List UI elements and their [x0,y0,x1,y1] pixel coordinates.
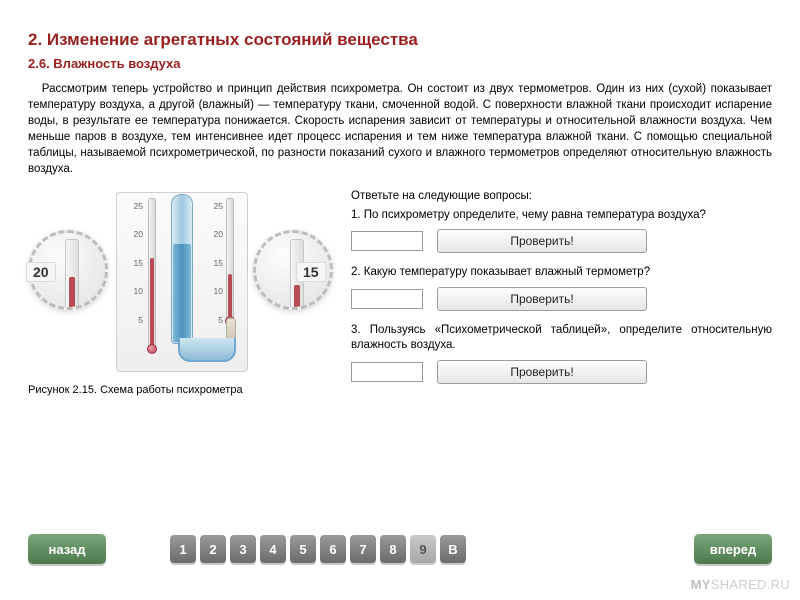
answer-input-2[interactable] [351,289,423,309]
thermometer-dry-fill [150,258,154,348]
page-button-4[interactable]: 4 [260,535,286,563]
question-1-text: 1. По психрометру определите, чему равна… [351,208,772,224]
base-tube [178,338,236,362]
figure-caption: Рисунок 2.15. Схема работы психрометра [28,384,333,396]
water-liquid [173,244,191,342]
section-title: 2.6. Влажность воздуха [28,56,772,71]
question-3-text: 3. Пользуясь «Психометрической таблицей»… [351,323,772,354]
page-button-6[interactable]: 6 [320,535,346,563]
scale-wet: 25 20 15 10 5 [209,202,223,345]
page-button-В[interactable]: В [440,535,466,563]
nav-forward-button[interactable]: вперед [694,534,772,564]
page-button-8[interactable]: 8 [380,535,406,563]
page-strip: 123456789В [170,535,466,563]
page-button-2[interactable]: 2 [200,535,226,563]
watermark-suffix: .RU [767,577,790,592]
answer-input-3[interactable] [351,362,423,382]
page-button-5[interactable]: 5 [290,535,316,563]
page-button-7[interactable]: 7 [350,535,376,563]
page-button-9[interactable]: 9 [410,535,436,563]
nav-back-button[interactable]: назад [28,534,106,564]
question-2-text: 2. Какую температуру показывает влажный … [351,265,772,281]
scale-dry: 25 20 15 10 5 [129,202,143,345]
body-paragraph: Рассмотрим теперь устройство и принцип д… [28,81,772,178]
check-button-3[interactable]: Проверить! [437,360,647,384]
watermark: MYSHARED.RU [691,577,790,592]
check-button-2[interactable]: Проверить! [437,287,647,311]
bottom-nav: назад 123456789В вперед [0,534,800,564]
watermark-right: SHARED [711,577,767,592]
thermometer-dry-bulb [147,344,157,354]
answer-input-1[interactable] [351,231,423,251]
page-button-3[interactable]: 3 [230,535,256,563]
page-button-1[interactable]: 1 [170,535,196,563]
psychrometer-figure: 25 20 15 10 5 25 20 15 10 5 [28,188,333,378]
chapter-title: 2. Изменение агрегатных состояний вещест… [28,30,772,50]
thermometer-wet-fill [228,274,232,320]
magnifier-dry-value: 20 [26,262,56,282]
qa-prompt: Ответьте на следующие вопросы: [351,190,772,202]
check-button-1[interactable]: Проверить! [437,229,647,253]
watermark-left: MY [691,577,711,592]
magnifier-wet-value: 15 [296,262,326,282]
